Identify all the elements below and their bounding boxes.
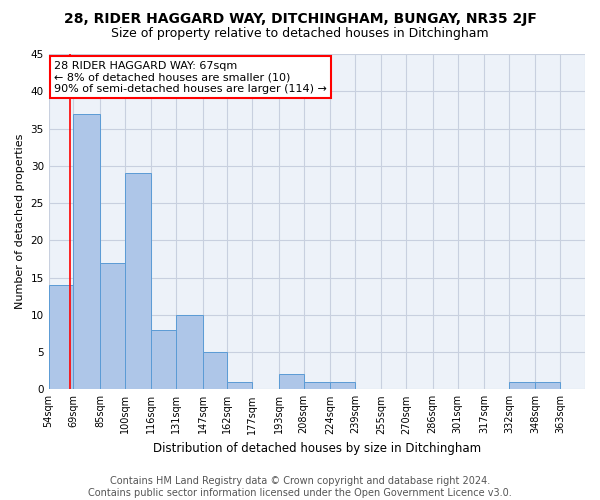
Bar — [151, 330, 176, 390]
Text: Size of property relative to detached houses in Ditchingham: Size of property relative to detached ho… — [111, 28, 489, 40]
Bar — [203, 352, 227, 390]
Text: Contains HM Land Registry data © Crown copyright and database right 2024.
Contai: Contains HM Land Registry data © Crown c… — [88, 476, 512, 498]
Bar — [227, 382, 252, 390]
Bar — [330, 382, 355, 390]
Bar — [509, 382, 535, 390]
Bar — [304, 382, 330, 390]
Bar — [176, 315, 203, 390]
Text: 28 RIDER HAGGARD WAY: 67sqm
← 8% of detached houses are smaller (10)
90% of semi: 28 RIDER HAGGARD WAY: 67sqm ← 8% of deta… — [54, 60, 327, 94]
Bar — [73, 114, 100, 390]
Y-axis label: Number of detached properties: Number of detached properties — [15, 134, 25, 310]
Text: 28, RIDER HAGGARD WAY, DITCHINGHAM, BUNGAY, NR35 2JF: 28, RIDER HAGGARD WAY, DITCHINGHAM, BUNG… — [64, 12, 536, 26]
Bar — [49, 285, 73, 390]
Bar — [279, 374, 304, 390]
Bar — [100, 262, 125, 390]
X-axis label: Distribution of detached houses by size in Ditchingham: Distribution of detached houses by size … — [153, 442, 481, 455]
Bar — [125, 173, 151, 390]
Bar — [535, 382, 560, 390]
